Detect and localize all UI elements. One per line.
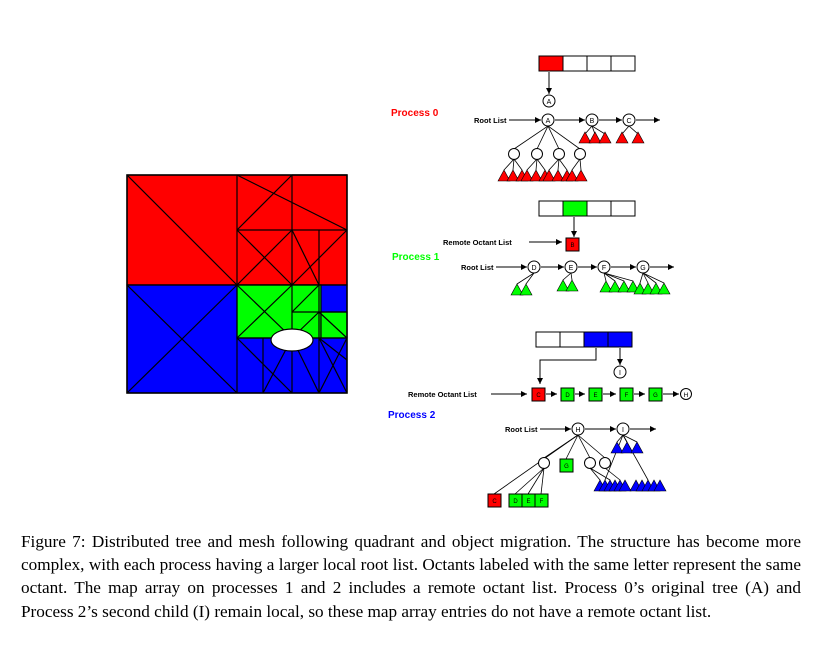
mesh — [126, 174, 348, 394]
svg-text:E: E — [526, 499, 530, 505]
svg-text:F: F — [602, 265, 606, 272]
octant-node-h: H — [571, 422, 585, 436]
remote-octant-b: B — [565, 237, 580, 252]
svg-text:B: B — [570, 243, 574, 249]
svg-text:D: D — [531, 265, 536, 272]
process0-leaf-elements — [497, 131, 645, 182]
remote-octant-g: G — [648, 387, 663, 402]
svg-text:C: C — [626, 118, 631, 125]
svg-text:D: D — [565, 393, 570, 399]
svg-text:A: A — [547, 99, 552, 106]
remote-octant-f: F — [619, 387, 634, 402]
process1-map-array — [538, 200, 636, 217]
svg-text:F: F — [540, 499, 544, 505]
remote-octant-g-leaf: G — [559, 458, 574, 473]
object-hole — [270, 328, 314, 352]
process2-leaf-elements — [593, 441, 667, 492]
svg-text:I: I — [619, 370, 621, 377]
process1-label: Process 1 — [392, 252, 440, 263]
svg-text:E: E — [569, 265, 574, 272]
process0-root-list-label: Root List — [474, 116, 507, 125]
svg-text:D: D — [513, 499, 518, 505]
svg-text:H: H — [575, 427, 580, 434]
remote-octant-c: C — [531, 387, 546, 402]
octant-node-c: C — [622, 113, 636, 127]
process2-label: Process 2 — [388, 410, 436, 421]
octant-node-a: A — [541, 113, 555, 127]
distributed-tree-figure: Process 0 A Root List A B C — [126, 55, 692, 508]
remote-octant-d-leaf: D — [508, 493, 523, 508]
octant-node-g: G — [636, 260, 650, 274]
remote-octant-d: D — [560, 387, 575, 402]
remote-octant-e-leaf: E — [521, 493, 536, 508]
octant-node-i-map: I — [613, 365, 627, 379]
process2-root-list-label: Root List — [505, 425, 538, 434]
process1-root-list-label: Root List — [461, 263, 494, 272]
octant-node-i: I — [616, 422, 630, 436]
process0-label: Process 0 — [391, 108, 439, 119]
svg-text:A: A — [546, 118, 551, 125]
remote-octant-f-leaf: F — [534, 493, 549, 508]
svg-text:I: I — [622, 427, 624, 434]
svg-text:E: E — [593, 393, 597, 399]
process1-leaf-elements — [510, 279, 671, 296]
process0-map-array — [538, 55, 636, 72]
process2-map-array — [535, 331, 633, 348]
svg-text:F: F — [625, 393, 629, 399]
remote-octant-c-leaf: C — [487, 493, 502, 508]
svg-text:C: C — [492, 499, 497, 505]
svg-text:B: B — [590, 118, 595, 125]
svg-text:C: C — [536, 393, 541, 399]
svg-text:G: G — [640, 265, 645, 272]
octant-node-f: F — [597, 260, 611, 274]
svg-text:H: H — [684, 392, 689, 399]
process1-remote-octant-list-label: Remote Octant List — [443, 238, 512, 247]
octant-node-d: D — [527, 260, 541, 274]
octant-node-b: B — [585, 113, 599, 127]
remote-octant-h: H — [680, 388, 692, 400]
process2-remote-octant-list-label: Remote Octant List — [408, 390, 477, 399]
figure-caption: Figure 7: Distributed tree and mesh foll… — [21, 532, 801, 621]
remote-octant-e: E — [588, 387, 603, 402]
octant-node-a-map: A — [542, 94, 556, 108]
svg-text:G: G — [653, 393, 658, 399]
svg-text:G: G — [564, 464, 569, 470]
octant-node-e: E — [564, 260, 578, 274]
